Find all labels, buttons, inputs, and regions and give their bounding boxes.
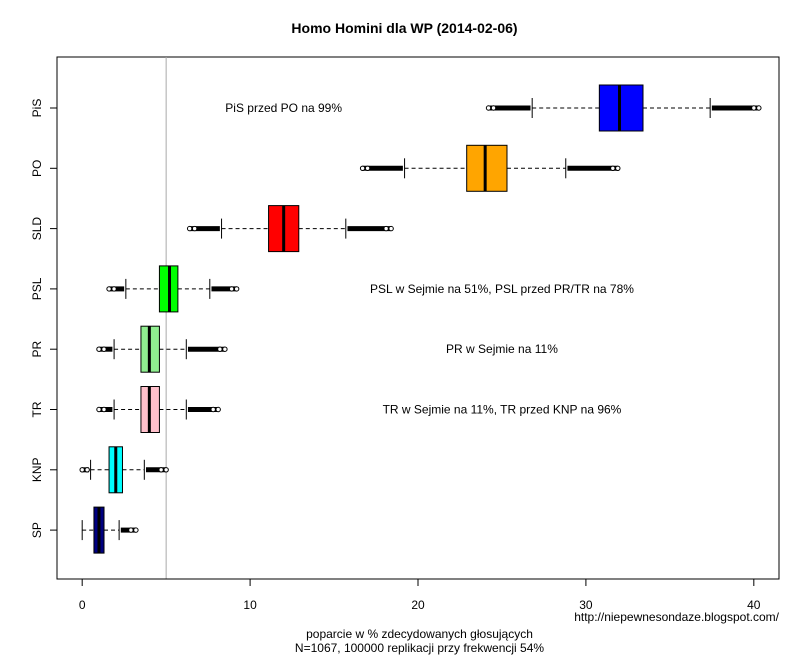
outlier-point <box>79 467 85 473</box>
x-tick-label: 30 <box>579 598 593 612</box>
x-tick-label: 40 <box>747 598 761 612</box>
annotation: PiS przed PO na 99% <box>225 101 342 115</box>
x-axis-subtitle: N=1067, 100000 replikacji przy frekwencj… <box>294 641 545 655</box>
chart-title: Homo Homini dla WP (2014-02-06) <box>291 20 518 36</box>
outlier-point <box>96 346 102 352</box>
outlier-point <box>106 286 112 292</box>
outlier-point <box>191 225 198 232</box>
outlier-point <box>490 105 497 111</box>
outlier-point <box>96 406 102 413</box>
outlier-point <box>101 406 107 413</box>
annotation: PR w Sejmie na 11% <box>446 342 558 356</box>
outlier-point <box>751 105 757 111</box>
outlier-point <box>359 165 366 172</box>
outlier-point <box>615 165 621 172</box>
y-tick-label: PR <box>30 341 44 358</box>
outlier-point <box>84 467 90 473</box>
x-tick-label: 0 <box>79 598 86 612</box>
y-tick-label: SLD <box>30 217 44 241</box>
outlier-point <box>228 286 235 292</box>
outlier-point <box>610 165 616 172</box>
y-tick-label: PiS <box>30 99 44 118</box>
outlier-point <box>222 346 228 352</box>
outlier-point <box>186 225 193 232</box>
box-po <box>466 144 508 192</box>
y-tick-label: SP <box>30 522 44 538</box>
outlier-point <box>233 286 240 292</box>
outlier-point <box>158 467 164 473</box>
outlier-point <box>756 105 762 111</box>
outlier-point <box>210 406 216 413</box>
plot-frame <box>56 56 780 580</box>
outlier-point <box>215 406 221 413</box>
outlier-point <box>388 225 394 232</box>
outlier-point <box>364 165 371 172</box>
outlier-point <box>217 346 223 352</box>
outlier-point <box>111 286 117 292</box>
outlier-point <box>128 527 134 533</box>
outlier-point <box>101 346 107 352</box>
y-tick-label: PO <box>30 160 44 177</box>
x-tick-label: 10 <box>243 598 257 612</box>
y-tick-label: PSL <box>30 277 44 300</box>
y-tick-label: TR <box>30 401 44 417</box>
outlier-point <box>163 467 169 473</box>
source-url: http://niepewnesondaze.blogspot.com/ <box>574 610 779 624</box>
annotation: PSL w Sejmie na 51%, PSL przed PR/TR na … <box>370 282 634 296</box>
outlier-point <box>133 527 139 533</box>
x-tick-label: 20 <box>411 598 425 612</box>
box-pis <box>598 84 644 132</box>
outlier-point <box>485 105 492 111</box>
x-axis-label: poparcie w % zdecydowanych głosujących <box>306 627 533 641</box>
y-tick-label: KNP <box>30 457 44 482</box>
outlier-point <box>383 225 389 232</box>
annotation: TR w Sejmie na 11%, TR przed KNP na 96% <box>383 403 622 417</box>
